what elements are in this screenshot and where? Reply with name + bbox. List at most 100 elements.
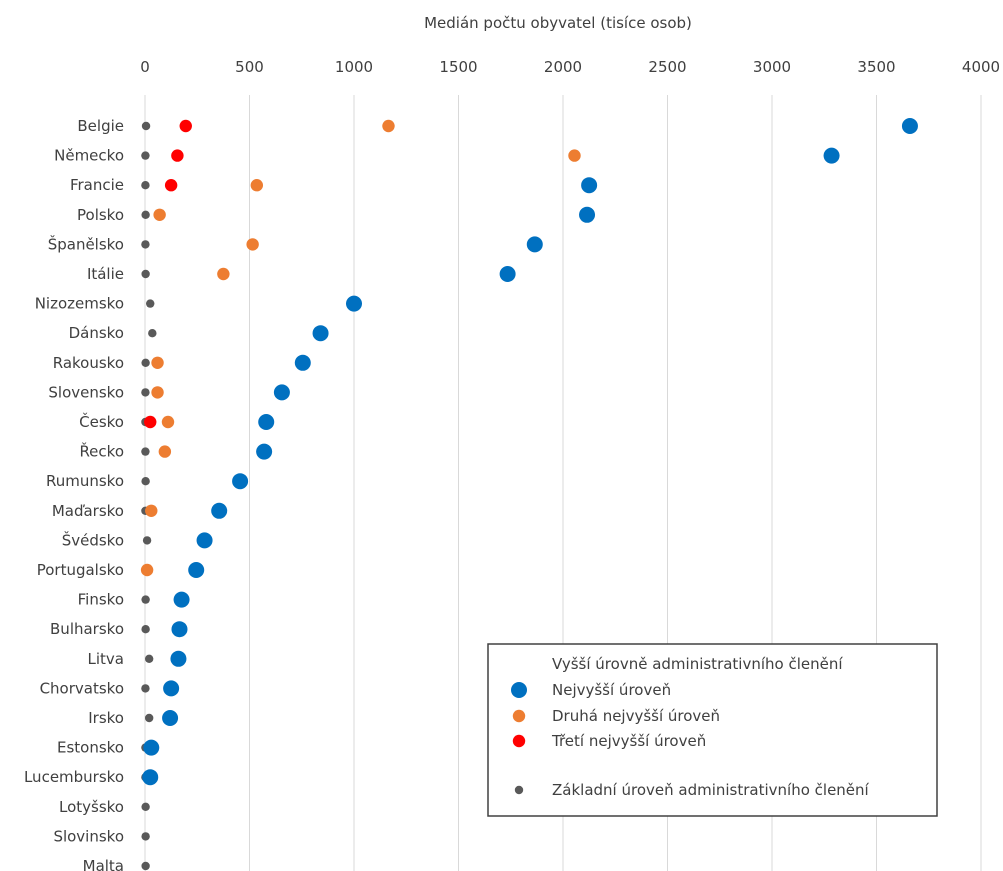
category-label: Litva bbox=[88, 650, 124, 668]
x-tick-label: 0 bbox=[140, 58, 150, 76]
category-label: Irsko bbox=[88, 709, 124, 727]
data-point bbox=[141, 832, 150, 841]
data-point bbox=[141, 388, 150, 397]
x-tick-label: 3000 bbox=[753, 58, 791, 76]
data-point bbox=[171, 621, 188, 638]
x-axis-ticks: 0 500 1000 1500 2000 2500 3000 3500 4000 bbox=[140, 58, 1000, 76]
category-label: Lucembursko bbox=[24, 768, 124, 786]
category-label: Finsko bbox=[78, 591, 124, 609]
x-tick-label: 4000 bbox=[962, 58, 1000, 76]
data-point bbox=[526, 236, 543, 253]
category-label: Nizozemsko bbox=[35, 295, 124, 313]
data-point bbox=[144, 654, 154, 663]
legend-entry: Základní úroveň administrativního členěn… bbox=[552, 781, 870, 799]
gridlines bbox=[144, 95, 982, 871]
data-point bbox=[144, 415, 157, 429]
category-label: Maďarsko bbox=[52, 502, 124, 520]
data-point bbox=[141, 595, 150, 604]
data-point bbox=[140, 563, 154, 577]
data-point bbox=[153, 208, 166, 221]
data-point bbox=[141, 684, 150, 693]
data-point bbox=[901, 118, 918, 134]
data-point bbox=[273, 384, 290, 401]
category-label: Slovinsko bbox=[53, 827, 124, 845]
data-point bbox=[256, 443, 273, 460]
data-point bbox=[141, 151, 150, 160]
category-label: Lotyšsko bbox=[59, 798, 124, 816]
category-label: Španělsko bbox=[48, 234, 124, 253]
x-tick-label: 3500 bbox=[857, 58, 895, 76]
legend-entry: Třetí nejvyšší úroveň bbox=[551, 732, 706, 750]
data-point bbox=[179, 119, 192, 133]
category-label: Rumunsko bbox=[46, 472, 124, 490]
legend-marker bbox=[514, 785, 524, 795]
category-label: Rakousko bbox=[53, 354, 124, 372]
category-label: Německo bbox=[54, 147, 124, 165]
data-point bbox=[211, 502, 228, 519]
data-point bbox=[499, 266, 516, 282]
data-point bbox=[141, 240, 150, 249]
data-point bbox=[141, 477, 150, 486]
legend-entry: Nejvyšší úroveň bbox=[552, 681, 671, 699]
legend: Vyšší úrovně administrativního členění N… bbox=[487, 643, 938, 817]
legend-marker bbox=[512, 709, 526, 723]
data-point bbox=[146, 299, 155, 308]
category-label: Chorvatsko bbox=[40, 679, 124, 697]
x-axis-title: Medián počtu obyvatel (tisíce osob) bbox=[424, 14, 692, 32]
x-tick-label: 2500 bbox=[648, 58, 686, 76]
data-point bbox=[188, 562, 205, 578]
category-label: Belgie bbox=[77, 117, 124, 135]
legend-marker bbox=[511, 682, 527, 698]
legend-entry: Druhá nejvyšší úroveň bbox=[552, 707, 720, 725]
data-point bbox=[158, 445, 172, 458]
data-point bbox=[151, 386, 164, 399]
data-point bbox=[346, 295, 362, 312]
data-point bbox=[145, 504, 158, 517]
category-label: Bulharsko bbox=[50, 620, 124, 638]
data-point bbox=[163, 680, 180, 697]
data-point bbox=[232, 473, 249, 490]
category-label: Estonsko bbox=[57, 739, 124, 757]
data-point bbox=[142, 536, 152, 545]
data-point bbox=[141, 358, 150, 367]
data-point bbox=[312, 325, 329, 342]
x-tick-label: 2000 bbox=[544, 58, 582, 76]
category-label: Itálie bbox=[87, 265, 124, 283]
data-point bbox=[258, 414, 275, 430]
category-label: Řecko bbox=[79, 442, 124, 461]
x-tick-label: 1000 bbox=[335, 58, 373, 76]
data-point bbox=[141, 625, 150, 634]
data-point bbox=[294, 354, 311, 371]
data-point bbox=[250, 179, 264, 192]
data-point bbox=[144, 713, 154, 723]
x-tick-label: 500 bbox=[235, 58, 264, 76]
data-point bbox=[171, 149, 184, 162]
legend-box bbox=[487, 643, 938, 817]
data-point bbox=[173, 591, 190, 608]
data-point bbox=[581, 177, 598, 194]
data-point bbox=[164, 179, 178, 192]
data-point bbox=[196, 532, 213, 549]
data-points bbox=[140, 118, 918, 871]
data-point bbox=[141, 181, 150, 190]
data-point bbox=[143, 739, 160, 756]
category-label: Česko bbox=[79, 412, 124, 431]
data-point bbox=[148, 329, 157, 338]
data-point bbox=[142, 769, 159, 786]
data-point bbox=[162, 710, 179, 726]
data-point bbox=[170, 650, 187, 667]
data-point bbox=[141, 861, 150, 871]
data-point bbox=[151, 356, 164, 369]
category-label: Slovensko bbox=[48, 383, 124, 401]
data-point bbox=[217, 267, 230, 281]
category-label: Francie bbox=[70, 176, 124, 194]
data-point bbox=[579, 206, 596, 223]
category-label: Malta bbox=[83, 857, 124, 871]
category-label: Dánsko bbox=[69, 324, 124, 342]
x-tick-label: 1500 bbox=[439, 58, 477, 76]
data-point bbox=[382, 119, 395, 133]
category-label: Švédsko bbox=[62, 530, 124, 549]
legend-marker bbox=[512, 734, 526, 748]
data-point bbox=[823, 147, 840, 164]
